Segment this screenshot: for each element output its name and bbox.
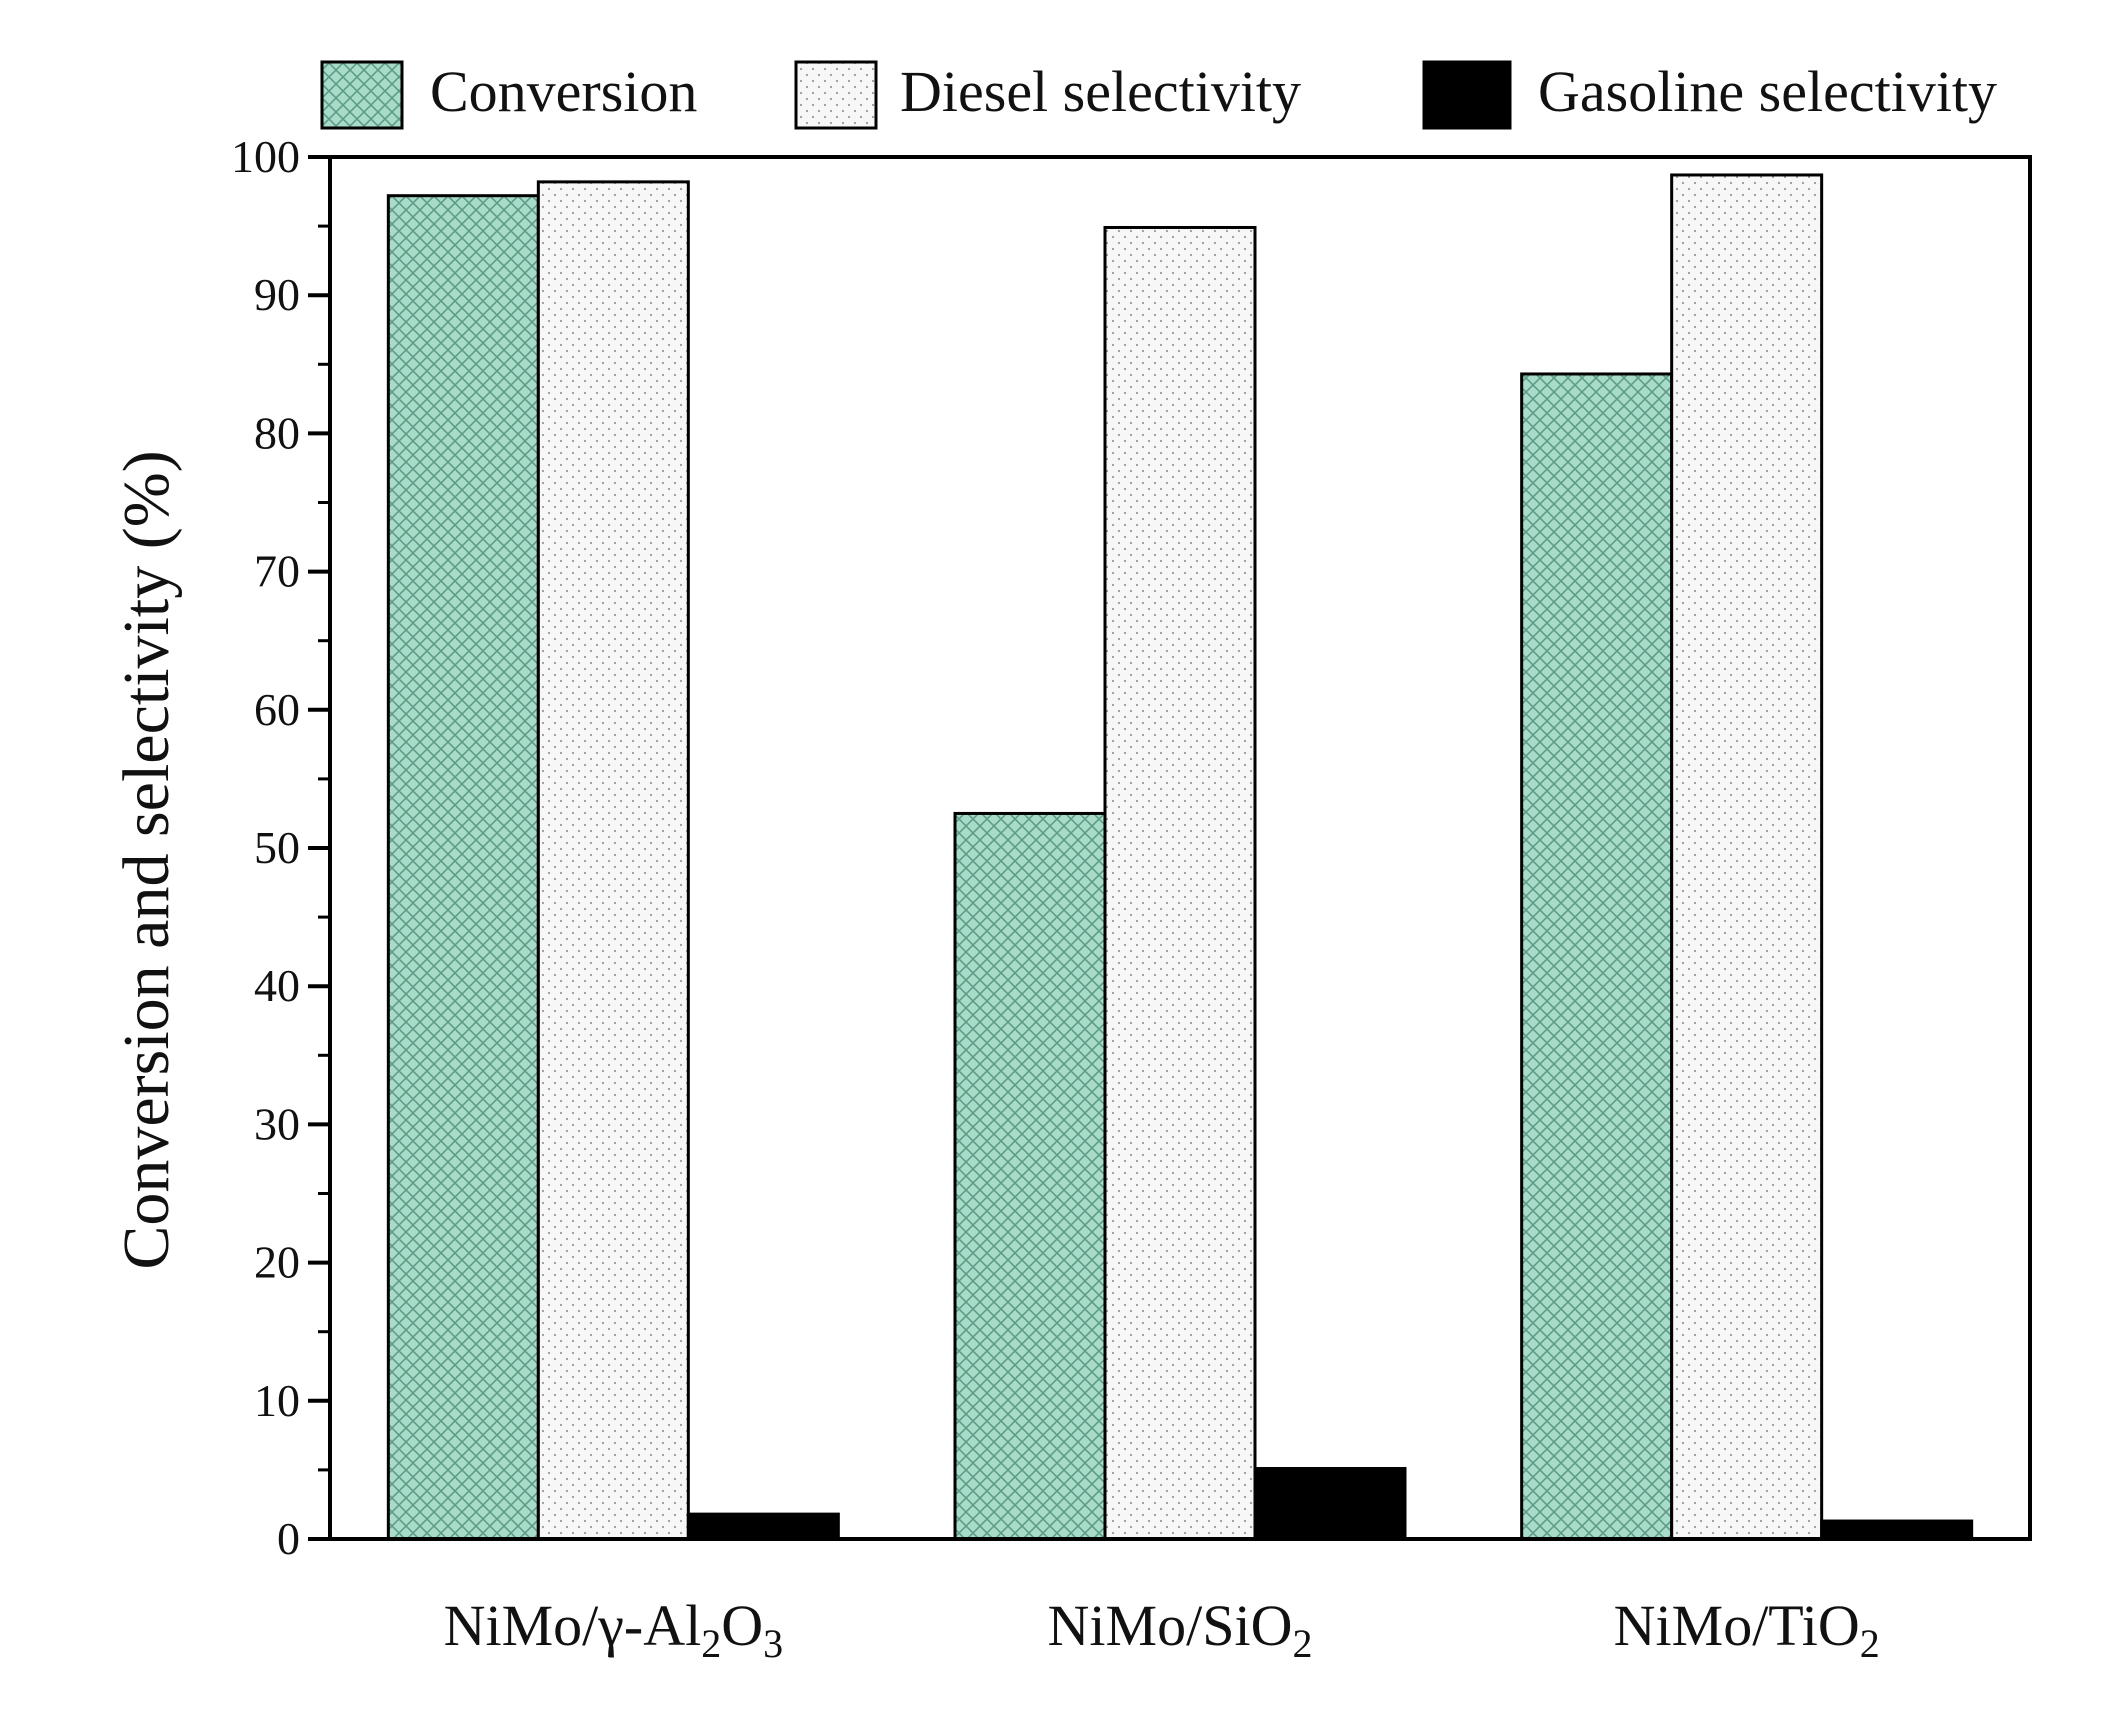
legend-item-gasoline: Gasoline selectivity [1422, 59, 1997, 130]
bar-conversion [1520, 372, 1674, 1541]
y-tick-label: 10 [254, 1375, 300, 1426]
y-tick-label: 90 [254, 269, 300, 320]
bar-gasoline-selectivity [686, 1512, 840, 1541]
y-tick-label: 30 [254, 1098, 300, 1149]
x-category-label: NiMo/γ-Al2O3 [444, 1593, 784, 1666]
bar-diesel-selectivity [1103, 225, 1257, 1541]
legend-label-diesel: Diesel selectivity [900, 59, 1301, 124]
bar-gasoline-selectivity [1820, 1519, 1974, 1541]
legend-item-diesel: Diesel selectivity [794, 59, 1301, 130]
y-tick-label: 60 [254, 684, 300, 735]
y-axis-label: Conversion and selectivity (%) [110, 450, 183, 1269]
legend-swatch-diesel [794, 60, 878, 130]
y-tick-label: 40 [254, 960, 300, 1011]
y-tick-label: 0 [277, 1513, 300, 1564]
x-category-label: NiMo/TiO2 [1614, 1593, 1880, 1666]
bar-diesel-selectivity [536, 180, 690, 1541]
bar-diesel-selectivity [1670, 173, 1824, 1541]
legend: Conversion Diesel selectivity Gasoline s… [320, 59, 1997, 130]
y-tick-label: 100 [231, 131, 300, 182]
y-tick-label: 20 [254, 1237, 300, 1288]
y-tick-label: 70 [254, 546, 300, 597]
bar-conversion [386, 194, 540, 1541]
x-axis-labels: NiMo/γ-Al2O3 NiMo/SiO2 NiMo/TiO2 [444, 1593, 1880, 1666]
y-tick-label: 80 [254, 407, 300, 458]
bars [386, 173, 1974, 1541]
legend-item-conversion: Conversion [320, 59, 697, 130]
legend-label-gasoline: Gasoline selectivity [1538, 59, 1997, 124]
bar-gasoline-selectivity [1253, 1467, 1407, 1541]
legend-swatch-conversion [320, 60, 404, 130]
legend-label-conversion: Conversion [430, 59, 697, 124]
x-category-label: NiMo/SiO2 [1048, 1593, 1313, 1666]
y-axis-ticks: 0 10 20 30 40 50 60 70 80 90 100 [231, 131, 330, 1564]
legend-swatch-gasoline [1422, 60, 1512, 130]
y-tick-label: 50 [254, 822, 300, 873]
bar-conversion [953, 811, 1107, 1541]
plot-frame [328, 155, 2032, 1541]
